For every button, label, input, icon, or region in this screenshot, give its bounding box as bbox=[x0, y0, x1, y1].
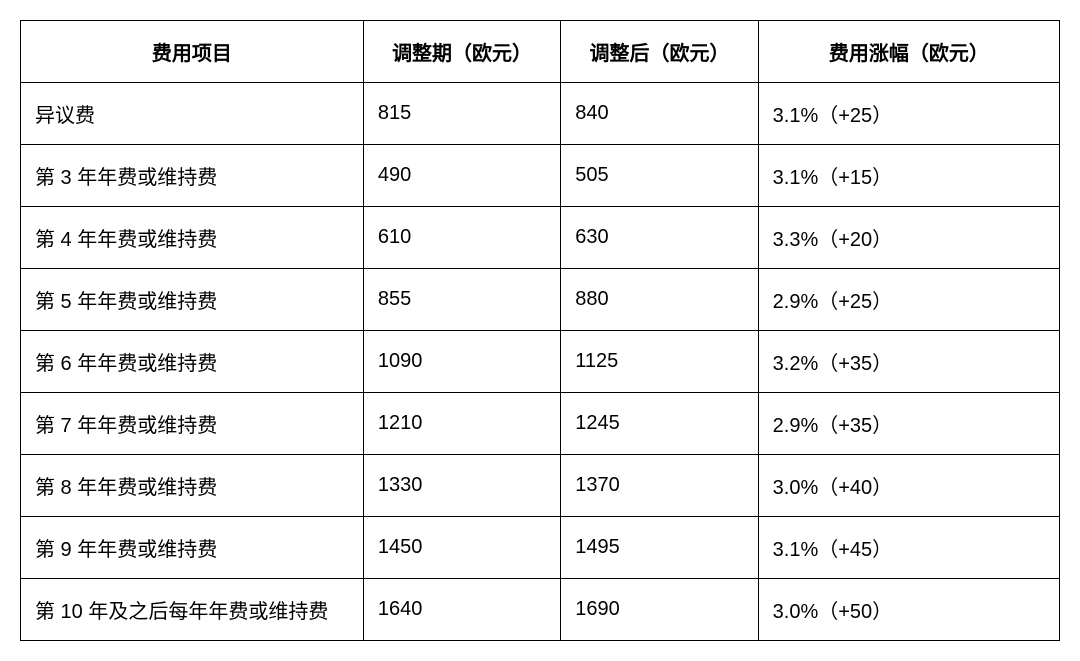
cell-item: 第 6 年年费或维持费 bbox=[21, 331, 364, 393]
cell-after: 505 bbox=[561, 145, 758, 207]
cell-before: 815 bbox=[363, 83, 560, 145]
cell-before: 610 bbox=[363, 207, 560, 269]
cell-increase: 3.3%（+20） bbox=[758, 207, 1059, 269]
cell-before: 1330 bbox=[363, 455, 560, 517]
cell-increase: 2.9%（+25） bbox=[758, 269, 1059, 331]
table-row: 异议费 815 840 3.1%（+25） bbox=[21, 83, 1060, 145]
cell-item: 第 9 年年费或维持费 bbox=[21, 517, 364, 579]
cell-before: 1210 bbox=[363, 393, 560, 455]
table-row: 第 8 年年费或维持费 1330 1370 3.0%（+40） bbox=[21, 455, 1060, 517]
cell-increase: 3.1%（+25） bbox=[758, 83, 1059, 145]
table-row: 第 5 年年费或维持费 855 880 2.9%（+25） bbox=[21, 269, 1060, 331]
table-row: 第 10 年及之后每年年费或维持费 1640 1690 3.0%（+50） bbox=[21, 579, 1060, 641]
header-after: 调整后（欧元） bbox=[561, 21, 758, 83]
cell-increase: 3.1%（+15） bbox=[758, 145, 1059, 207]
header-increase: 费用涨幅（欧元） bbox=[758, 21, 1059, 83]
table-row: 第 6 年年费或维持费 1090 1125 3.2%（+35） bbox=[21, 331, 1060, 393]
cell-after: 1690 bbox=[561, 579, 758, 641]
header-row: 费用项目 调整期（欧元） 调整后（欧元） 费用涨幅（欧元） bbox=[21, 21, 1060, 83]
cell-increase: 3.1%（+45） bbox=[758, 517, 1059, 579]
cell-after: 840 bbox=[561, 83, 758, 145]
cell-item: 第 10 年及之后每年年费或维持费 bbox=[21, 579, 364, 641]
cell-item: 第 4 年年费或维持费 bbox=[21, 207, 364, 269]
cell-after: 1495 bbox=[561, 517, 758, 579]
fee-table: 费用项目 调整期（欧元） 调整后（欧元） 费用涨幅（欧元） 异议费 815 84… bbox=[20, 20, 1060, 641]
cell-after: 630 bbox=[561, 207, 758, 269]
cell-item: 第 7 年年费或维持费 bbox=[21, 393, 364, 455]
header-item-name: 费用项目 bbox=[21, 21, 364, 83]
cell-increase: 3.0%（+50） bbox=[758, 579, 1059, 641]
cell-after: 1125 bbox=[561, 331, 758, 393]
header-before: 调整期（欧元） bbox=[363, 21, 560, 83]
table-body: 异议费 815 840 3.1%（+25） 第 3 年年费或维持费 490 50… bbox=[21, 83, 1060, 641]
cell-item: 第 3 年年费或维持费 bbox=[21, 145, 364, 207]
table-row: 第 7 年年费或维持费 1210 1245 2.9%（+35） bbox=[21, 393, 1060, 455]
cell-before: 490 bbox=[363, 145, 560, 207]
table-row: 第 3 年年费或维持费 490 505 3.1%（+15） bbox=[21, 145, 1060, 207]
table-head: 费用项目 调整期（欧元） 调整后（欧元） 费用涨幅（欧元） bbox=[21, 21, 1060, 83]
cell-before: 855 bbox=[363, 269, 560, 331]
cell-before: 1090 bbox=[363, 331, 560, 393]
cell-increase: 3.2%（+35） bbox=[758, 331, 1059, 393]
cell-after: 1370 bbox=[561, 455, 758, 517]
cell-increase: 2.9%（+35） bbox=[758, 393, 1059, 455]
cell-before: 1640 bbox=[363, 579, 560, 641]
cell-after: 1245 bbox=[561, 393, 758, 455]
table-row: 第 9 年年费或维持费 1450 1495 3.1%（+45） bbox=[21, 517, 1060, 579]
fee-table-container: 费用项目 调整期（欧元） 调整后（欧元） 费用涨幅（欧元） 异议费 815 84… bbox=[20, 20, 1060, 641]
cell-item: 第 5 年年费或维持费 bbox=[21, 269, 364, 331]
cell-item: 异议费 bbox=[21, 83, 364, 145]
cell-after: 880 bbox=[561, 269, 758, 331]
cell-before: 1450 bbox=[363, 517, 560, 579]
cell-increase: 3.0%（+40） bbox=[758, 455, 1059, 517]
cell-item: 第 8 年年费或维持费 bbox=[21, 455, 364, 517]
table-row: 第 4 年年费或维持费 610 630 3.3%（+20） bbox=[21, 207, 1060, 269]
